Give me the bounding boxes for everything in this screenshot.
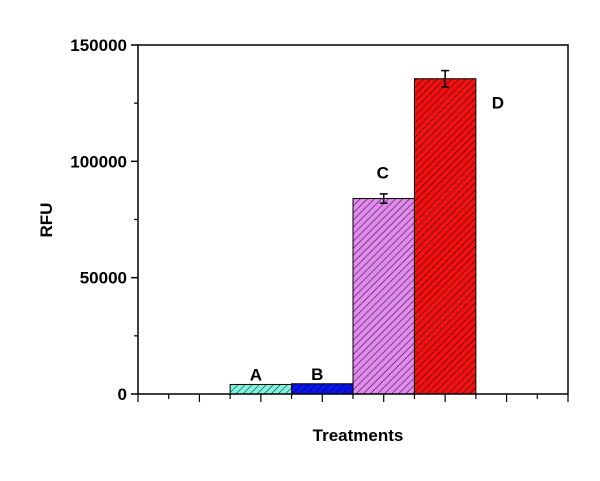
axes-layer: 0 50000 100000 150000 [70, 36, 569, 404]
bar-label-B: B [311, 365, 323, 384]
bar-label-D: D [492, 94, 504, 113]
bar-D [413, 78, 477, 395]
bar-A [229, 383, 293, 395]
y-tick-label: 150000 [70, 36, 127, 55]
error-bar-C [379, 193, 388, 204]
y-tick-label: 100000 [70, 152, 127, 171]
error-bar-D [441, 69, 450, 88]
y-axis-label: RFU [37, 203, 56, 238]
bar-B [291, 383, 354, 395]
bars-layer: A B C D [229, 69, 504, 395]
bar-label-A: A [250, 365, 262, 384]
y-tick-label: 0 [118, 385, 127, 404]
x-axis-label: Treatments [313, 426, 404, 445]
bar-label-C: C [377, 164, 389, 183]
bar-C [352, 198, 415, 395]
y-tick-label: 50000 [80, 269, 127, 288]
